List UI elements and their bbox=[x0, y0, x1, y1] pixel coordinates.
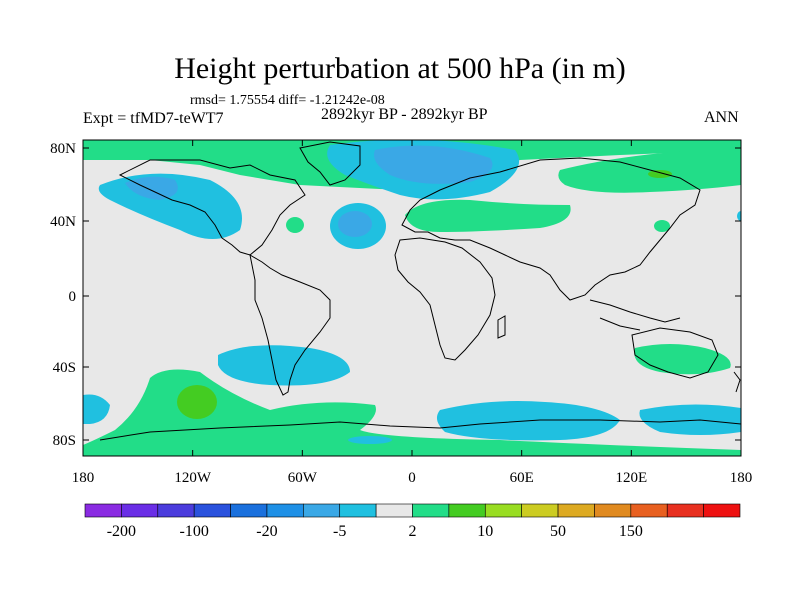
contour-positive bbox=[634, 344, 731, 375]
lat-label: 0 bbox=[69, 289, 77, 305]
lon-label: 60E bbox=[510, 470, 534, 486]
colorbar-swatch bbox=[303, 503, 341, 518]
lon-label: 120E bbox=[615, 470, 647, 486]
contour-negative bbox=[218, 345, 350, 386]
contour-negative bbox=[83, 394, 110, 424]
colorbar-swatch bbox=[484, 503, 522, 518]
contour-fields bbox=[83, 140, 741, 456]
colorbar-swatch bbox=[375, 503, 413, 518]
colorbar: -200 -100 -20 -5 2 10 50 150 bbox=[84, 503, 741, 540]
lon-label: 180 bbox=[730, 470, 753, 486]
lon-axis: 180 120W 60W 0 60E 120E 180 bbox=[72, 140, 753, 486]
lat-label: 80N bbox=[50, 141, 76, 157]
colorbar-swatch bbox=[557, 503, 595, 518]
colorbar-label: -200 bbox=[107, 523, 136, 540]
contour-negative-strong bbox=[338, 211, 372, 237]
colorbar-label: 150 bbox=[619, 523, 643, 540]
map-title: Height perturbation at 500 hPa (in m) bbox=[174, 52, 626, 85]
contour-positive bbox=[83, 369, 741, 456]
colorbar-swatch bbox=[266, 503, 304, 518]
colorbar-label: -100 bbox=[180, 523, 209, 540]
lat-label: 40S bbox=[53, 360, 76, 376]
lat-label: 40N bbox=[50, 214, 76, 230]
experiment-label: Expt = tfMD7-teWT7 bbox=[83, 110, 224, 127]
lon-label: 60W bbox=[288, 470, 318, 486]
colorbar-swatch bbox=[594, 503, 632, 518]
contour-positive-strong bbox=[648, 170, 672, 178]
colorbar-swatch bbox=[339, 503, 377, 518]
colorbar-swatch bbox=[157, 503, 195, 518]
period-label: 2892kyr BP - 2892kyr BP bbox=[321, 106, 488, 123]
contour-negative bbox=[348, 436, 392, 444]
lon-label: 180 bbox=[72, 470, 95, 486]
lon-label: 120W bbox=[174, 470, 212, 486]
colorbar-swatch bbox=[630, 503, 668, 518]
colorbar-swatch bbox=[84, 503, 122, 518]
colorbar-swatch bbox=[121, 503, 159, 518]
contour-positive-strong bbox=[177, 385, 217, 419]
lat-axis: 80N 40N 0 40S 80S bbox=[50, 141, 741, 449]
colorbar-label: 50 bbox=[550, 523, 566, 540]
coastlines bbox=[99, 141, 741, 441]
colorbar-swatch bbox=[193, 503, 231, 518]
colorbar-swatch bbox=[666, 503, 704, 518]
colorbar-swatch bbox=[703, 503, 741, 518]
colorbar-swatch bbox=[448, 503, 486, 518]
colorbar-label: 10 bbox=[477, 523, 493, 540]
colorbar-swatch bbox=[521, 503, 559, 518]
contour-positive bbox=[286, 217, 304, 233]
lat-label: 80S bbox=[53, 433, 76, 449]
colorbar-swatch bbox=[412, 503, 450, 518]
contour-positive bbox=[405, 199, 571, 232]
lon-label: 0 bbox=[408, 470, 416, 486]
contour-negative bbox=[737, 211, 741, 221]
contour-negative-strong bbox=[125, 176, 178, 200]
contour-negative bbox=[639, 404, 741, 435]
colorbar-label: -20 bbox=[256, 523, 277, 540]
season-label: ANN bbox=[704, 109, 739, 126]
colorbar-label: 2 bbox=[409, 523, 417, 540]
stats-label: rmsd= 1.75554 diff= -1.21242e-08 bbox=[190, 93, 385, 108]
colorbar-swatch bbox=[230, 503, 268, 518]
contour-positive bbox=[654, 220, 670, 232]
colorbar-label: -5 bbox=[333, 523, 346, 540]
contour-negative-strong bbox=[374, 145, 493, 184]
